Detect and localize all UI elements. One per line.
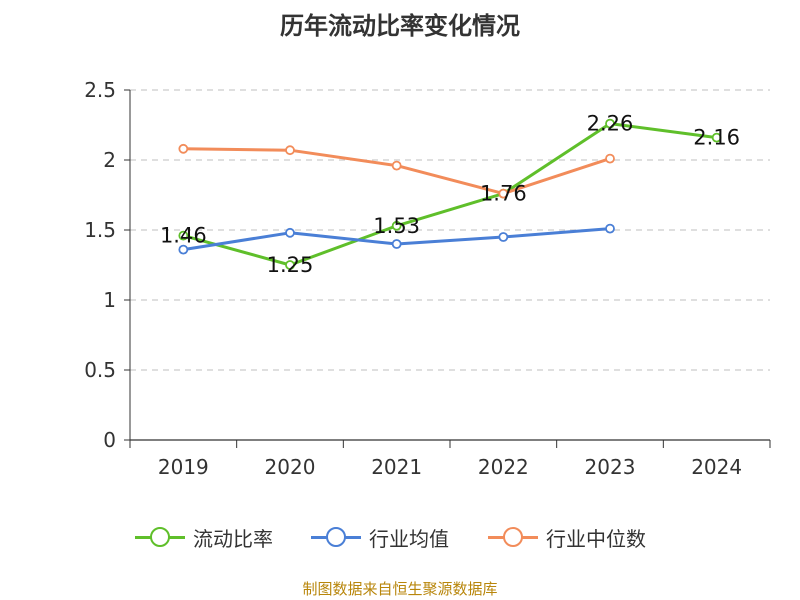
- data-label: 2.16: [693, 126, 740, 150]
- series-line: [182, 122, 717, 267]
- y-tick-label: 0: [103, 428, 116, 452]
- data-point: [605, 118, 615, 129]
- data-point: [178, 230, 189, 241]
- legend-label: 行业均值: [369, 526, 449, 551]
- data-label: 1.25: [267, 253, 314, 277]
- y-tick-label: 2: [103, 148, 116, 172]
- legend-label: 行业中位数: [546, 526, 646, 551]
- data-point: [285, 260, 295, 270]
- legend-marker-icon: [311, 527, 361, 547]
- data-point: [391, 239, 402, 249]
- data-point: [498, 188, 509, 199]
- x-tick-label: 2019: [158, 455, 209, 479]
- data-point: [391, 160, 402, 171]
- data-point: [605, 223, 615, 234]
- x-tick-label: 2023: [585, 455, 636, 479]
- legend-marker-icon: [488, 527, 538, 547]
- data-point: [285, 145, 295, 156]
- data-label: 2.26: [587, 112, 634, 136]
- data-point: [711, 132, 722, 143]
- source-note: 制图数据来自恒生聚源数据库: [302, 580, 498, 598]
- data-label: 1.46: [160, 224, 207, 248]
- data-point: [605, 153, 615, 164]
- chart-title: 历年流动比率变化情况: [280, 12, 520, 40]
- y-tick-label: 1.5: [84, 218, 116, 242]
- y-tick-label: 0.5: [84, 358, 116, 382]
- data-point: [178, 244, 189, 255]
- x-tick-label: 2020: [265, 455, 316, 479]
- legend-item-current-ratio[interactable]: 流动比率: [135, 520, 273, 554]
- legend-marker-icon: [135, 527, 185, 547]
- y-tick-label: 1: [103, 288, 116, 312]
- data-point: [285, 227, 295, 238]
- series-line: [183, 147, 611, 196]
- data-label: 1.53: [373, 214, 420, 238]
- data-point: [391, 220, 402, 231]
- data-point: [178, 143, 189, 154]
- legend-item-industry-mean[interactable]: 行业均值: [311, 520, 449, 554]
- legend-item-industry-median[interactable]: 行业中位数: [488, 520, 646, 554]
- data-point: [498, 232, 509, 242]
- x-tick-label: 2024: [691, 455, 742, 479]
- x-tick-label: 2022: [478, 455, 529, 479]
- legend: 流动比率 行业均值 行业中位数: [0, 520, 800, 554]
- y-tick-label: 2.5: [84, 78, 116, 102]
- data-label: 1.76: [480, 182, 527, 206]
- x-tick-label: 2021: [371, 455, 422, 479]
- legend-label: 流动比率: [193, 526, 273, 551]
